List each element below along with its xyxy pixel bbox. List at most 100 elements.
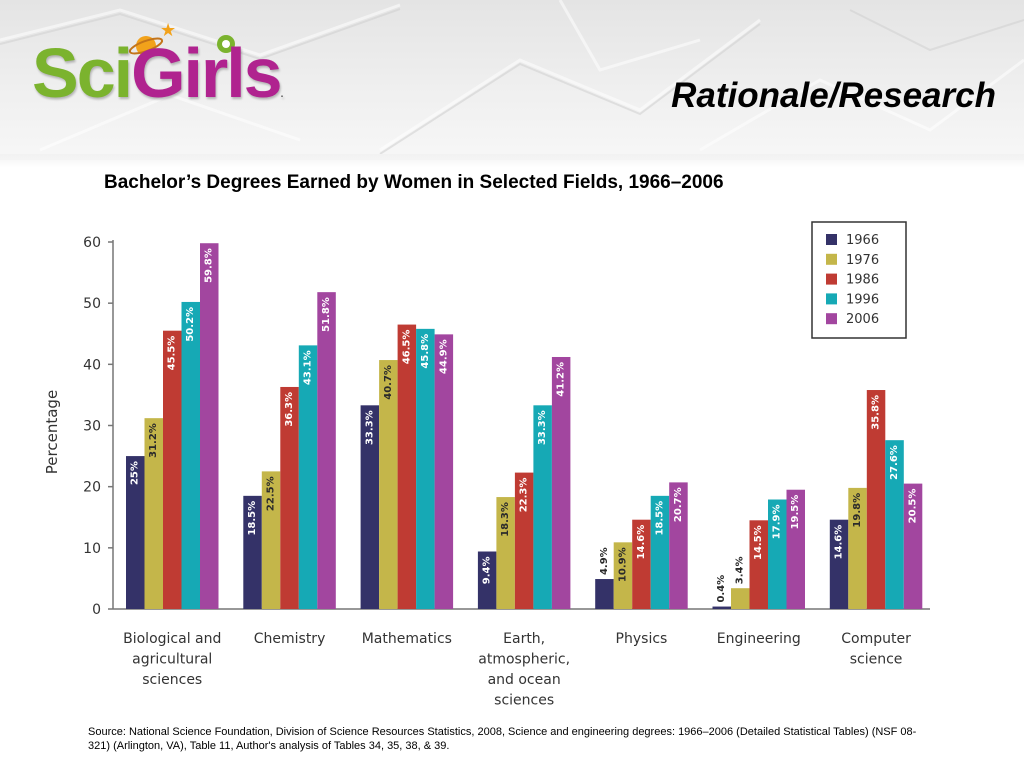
- bar-1976: [496, 497, 515, 609]
- category-label: Mathematics: [362, 631, 452, 647]
- bar-1976: [848, 487, 867, 609]
- y-tick-label: 40: [83, 357, 101, 373]
- scigirls-logo: SciGirls.: [32, 38, 283, 130]
- flower-icon: [217, 35, 235, 53]
- y-tick-label: 10: [83, 541, 101, 557]
- logo-girls: Girls: [131, 34, 283, 112]
- category-label: agricultural: [132, 652, 212, 668]
- bar-1966: [829, 519, 849, 609]
- data-label: 14.6%: [834, 525, 845, 560]
- data-label: 46.5%: [401, 330, 412, 365]
- bar-2006: [551, 356, 571, 609]
- data-label: 14.5%: [753, 525, 764, 560]
- bar-1976: [379, 360, 398, 609]
- data-label: 17.9%: [772, 505, 783, 540]
- bar-1986: [397, 324, 417, 609]
- logo-decoration: ★: [128, 22, 235, 56]
- bar-1976: [613, 542, 633, 609]
- data-label: 22.3%: [519, 478, 530, 513]
- data-label: 45.5%: [167, 336, 178, 371]
- logo-sci: Sci: [32, 34, 133, 112]
- bar-1986: [749, 520, 768, 609]
- bar-1996: [416, 328, 435, 609]
- bar-1986: [163, 330, 182, 609]
- legend-swatch: [826, 293, 837, 305]
- data-label: 36.3%: [284, 392, 295, 427]
- data-label: 4.9%: [599, 547, 610, 575]
- y-tick-label: 0: [92, 602, 101, 618]
- data-label: 25%: [130, 461, 141, 485]
- bar-1986: [866, 390, 886, 609]
- data-label: 18.3%: [500, 502, 511, 537]
- bar-2006: [317, 292, 336, 609]
- bar-1976: [731, 588, 750, 609]
- data-label: 59.8%: [204, 248, 215, 283]
- bar-1996: [650, 495, 670, 609]
- legend-label: 1976: [846, 253, 879, 268]
- category-label: atmospheric,: [478, 652, 570, 668]
- y-tick-label: 30: [83, 419, 101, 435]
- category-label: sciences: [142, 672, 202, 688]
- bar-2006: [434, 334, 454, 609]
- category-label: Earth,: [503, 631, 545, 647]
- y-tick-label: 20: [83, 480, 101, 496]
- category-label: Biological and: [123, 631, 221, 647]
- bar-1966: [477, 551, 497, 609]
- legend-swatch: [826, 313, 837, 325]
- data-label: 19.5%: [790, 495, 801, 530]
- category-label: science: [850, 652, 903, 668]
- bar-1966: [243, 495, 262, 609]
- bar-1996: [298, 345, 318, 609]
- planet-icon: [136, 36, 156, 56]
- category-label: and ocean: [488, 672, 561, 688]
- data-label: 20.5%: [908, 489, 919, 524]
- data-label: 27.6%: [889, 445, 900, 480]
- category-label: sciences: [494, 693, 554, 709]
- bar-1966: [712, 606, 731, 609]
- paper-texture: [0, 0, 1024, 155]
- data-label: 35.8%: [871, 395, 882, 430]
- bar-1966: [360, 405, 380, 609]
- data-label: 19.8%: [852, 493, 863, 528]
- slide-title: Rationale/Research: [671, 76, 996, 115]
- data-label: 43.1%: [303, 350, 314, 385]
- bar-2006: [903, 483, 923, 609]
- logo-mark: .: [280, 89, 284, 100]
- bar-2006: [200, 243, 219, 609]
- bar-1986: [514, 472, 534, 609]
- bar-2006: [669, 482, 688, 609]
- chart-title: Bachelor’s Degrees Earned by Women in Se…: [104, 172, 724, 193]
- bar-2006: [786, 489, 805, 609]
- source-note: Source: National Science Foundation, Div…: [88, 726, 917, 752]
- bar-1976: [144, 418, 163, 609]
- data-label: 0.4%: [716, 575, 727, 603]
- data-label: 50.2%: [185, 307, 196, 342]
- bar-1996: [885, 440, 904, 609]
- bar-1986: [632, 519, 651, 609]
- data-label: 40.7%: [383, 365, 394, 400]
- category-label: Physics: [616, 631, 668, 647]
- data-label: 18.5%: [247, 501, 258, 536]
- star-icon: ★: [160, 22, 176, 41]
- bar-1996: [533, 405, 552, 609]
- category-label: Computer: [841, 631, 911, 647]
- bar-1986: [280, 386, 299, 609]
- bar-1966: [595, 579, 614, 609]
- data-label: 9.4%: [482, 557, 493, 585]
- legend-label: 1966: [846, 233, 879, 248]
- bar-1976: [261, 471, 281, 609]
- bar-1996: [768, 499, 787, 609]
- legend-swatch: [826, 273, 837, 285]
- header-band: [0, 0, 1024, 168]
- legend-swatch: [826, 234, 837, 245]
- data-label: 51.8%: [321, 297, 332, 332]
- y-tick-label: 60: [83, 235, 101, 251]
- data-label: 33.3%: [537, 410, 548, 445]
- bar-1996: [181, 301, 200, 609]
- data-label: 33.3%: [364, 410, 375, 445]
- y-axis-title: Percentage: [43, 390, 61, 474]
- data-label: 31.2%: [148, 423, 159, 458]
- category-label: Chemistry: [254, 631, 326, 647]
- data-label: 45.8%: [420, 334, 431, 369]
- legend-label: 2006: [846, 312, 879, 327]
